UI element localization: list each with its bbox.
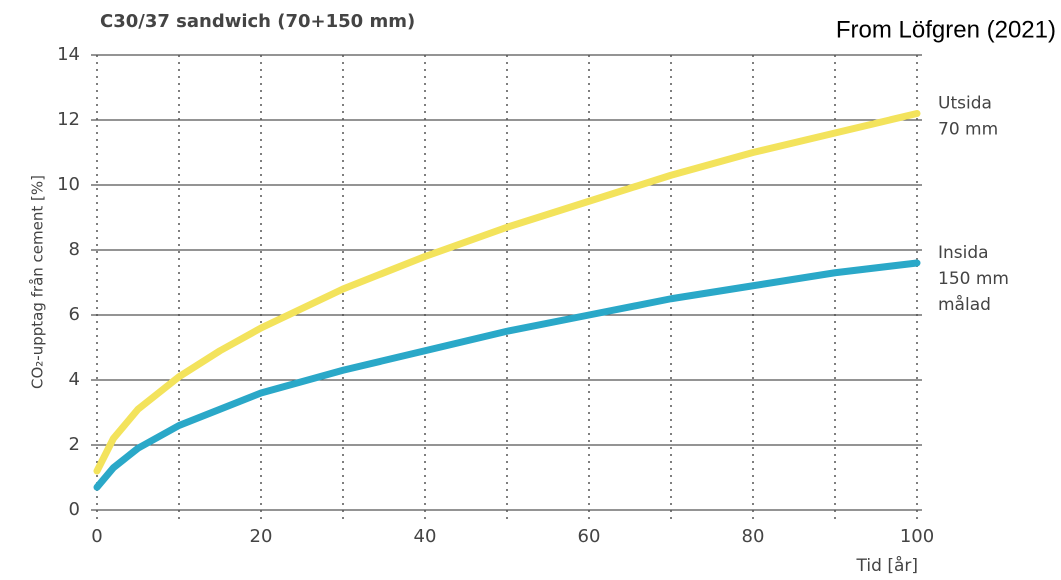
data-line <box>93 110 921 475</box>
y-tick-label: 4 <box>69 369 80 390</box>
legend-label: Utsida 70 mm <box>938 94 998 140</box>
y-axis-label: CO₂-upptag från cement [%] <box>29 175 47 389</box>
y-tick-label: 6 <box>69 304 80 325</box>
x-tick-label: 40 <box>414 526 437 547</box>
x-tick-label: 0 <box>91 526 102 547</box>
y-tick-label: 12 <box>57 109 80 130</box>
x-tick-label: 80 <box>742 526 765 547</box>
x-tick-label: 100 <box>900 526 934 547</box>
x-tick-label: 60 <box>578 526 601 547</box>
y-tick-label: 8 <box>69 239 80 260</box>
x-tick-label: 20 <box>250 526 273 547</box>
data-line <box>93 259 921 491</box>
y-tick-label: 0 <box>69 499 80 520</box>
chart-title: C30/37 sandwich (70+150 mm) <box>100 11 415 32</box>
y-tick-label: 10 <box>57 174 80 195</box>
y-tick-label: 14 <box>57 44 80 65</box>
y-tick-label: 2 <box>69 434 80 455</box>
x-axis-label: Tid [år] <box>856 555 918 576</box>
legend-label: Insida 150 mm målad <box>938 243 1009 315</box>
annotation: From Löfgren (2021) <box>836 16 1056 43</box>
